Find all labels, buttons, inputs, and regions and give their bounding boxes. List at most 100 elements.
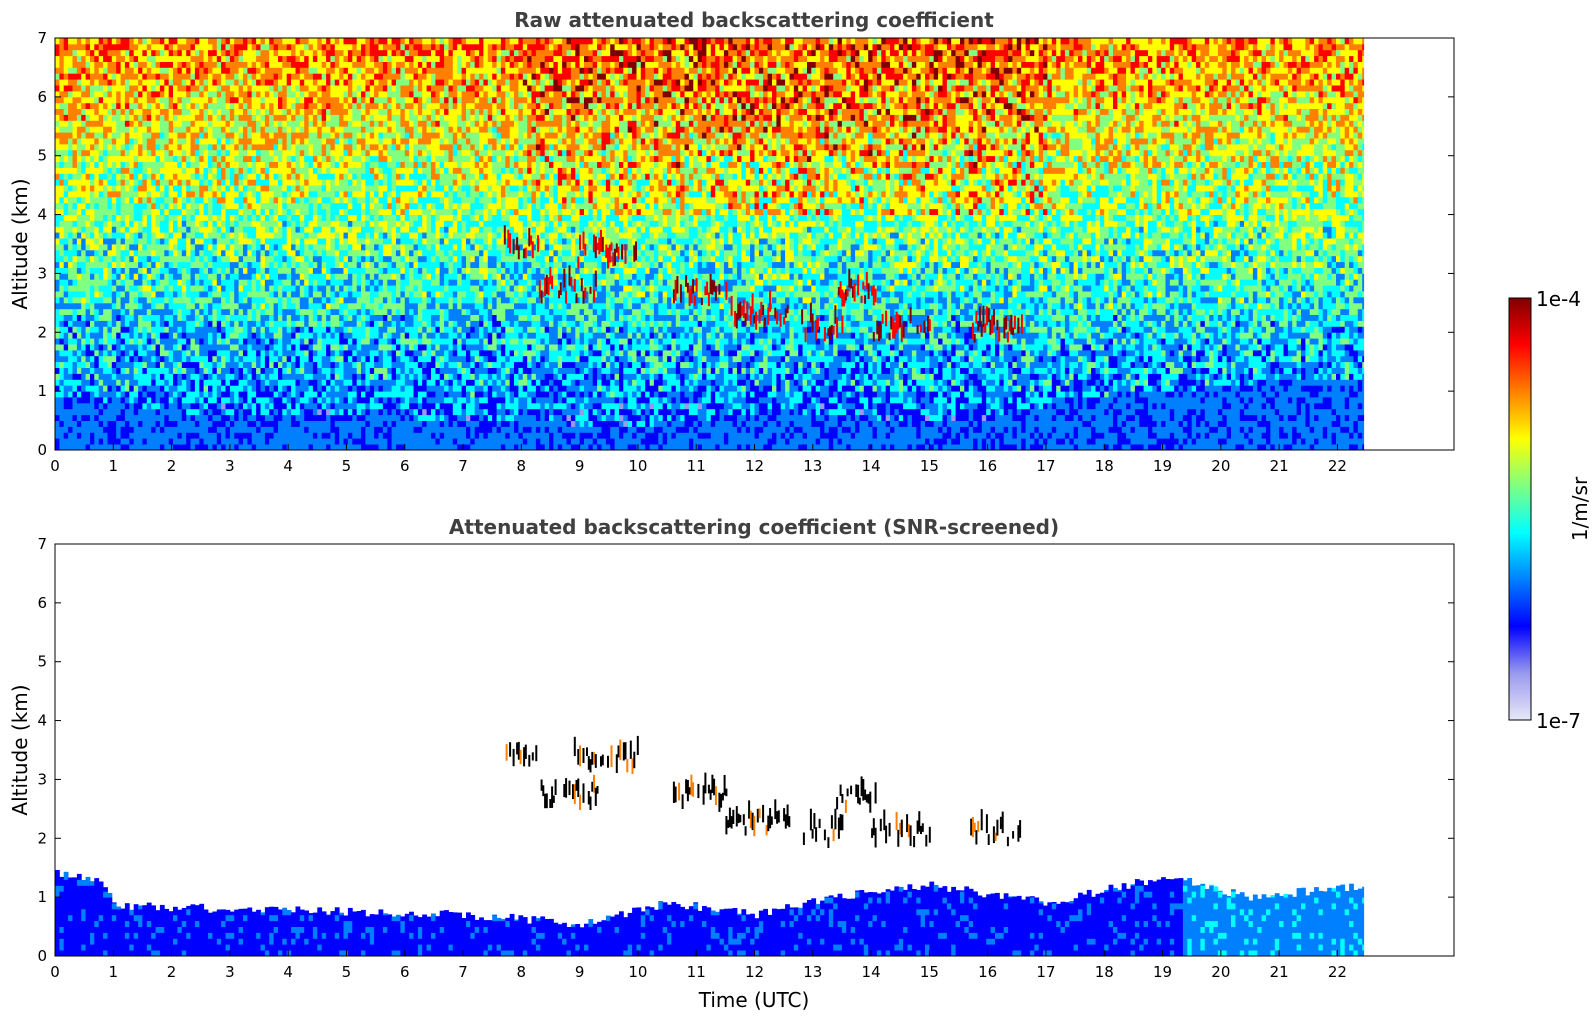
heatmap-cell <box>339 209 344 215</box>
heatmap-cell <box>357 444 362 450</box>
heatmap-cell <box>344 262 349 268</box>
heatmap-cell <box>77 32 82 38</box>
heatmap-cell <box>186 150 191 156</box>
heatmap-cell <box>357 273 362 279</box>
heatmap-cell <box>247 409 252 415</box>
heatmap-cell <box>55 238 60 244</box>
heatmap-cell <box>274 150 279 156</box>
heatmap-cell <box>212 168 217 174</box>
heatmap-cell <box>151 185 156 191</box>
heatmap-cell <box>234 385 239 391</box>
heatmap-cell <box>278 115 283 121</box>
heatmap-cell <box>269 315 274 321</box>
heatmap-cell <box>221 50 226 56</box>
heatmap-cell <box>335 374 340 380</box>
heatmap-cell <box>177 427 182 433</box>
heatmap-cell <box>204 273 209 279</box>
heatmap-cell <box>357 238 362 244</box>
heatmap-cell <box>142 297 147 303</box>
heatmap-cell <box>195 321 200 327</box>
heatmap-cell <box>191 403 196 409</box>
heatmap-cell <box>142 344 147 350</box>
heatmap-cell <box>221 391 226 397</box>
heatmap-cell <box>212 185 217 191</box>
heatmap-cell <box>265 115 270 121</box>
heatmap-cell <box>204 103 209 109</box>
heatmap-cell <box>226 168 231 174</box>
heatmap-cell <box>230 326 235 332</box>
heatmap-cell <box>103 162 108 168</box>
heatmap-cell <box>256 415 261 421</box>
heatmap-cell <box>191 368 196 374</box>
heatmap-cell <box>208 244 213 250</box>
heatmap-cell <box>326 427 331 433</box>
heatmap-cell <box>304 109 309 115</box>
heatmap-cell <box>138 356 143 362</box>
heatmap-cell <box>265 56 270 62</box>
heatmap-cell <box>335 438 340 444</box>
heatmap-cell <box>287 226 292 232</box>
heatmap-cell <box>156 309 161 315</box>
heatmap-cell <box>182 250 187 256</box>
heatmap-cell <box>287 338 292 344</box>
heatmap-cell <box>160 85 165 91</box>
heatmap-cell <box>121 332 126 338</box>
heatmap-cell <box>278 85 283 91</box>
heatmap-cell <box>204 62 209 68</box>
heatmap-cell <box>217 268 222 274</box>
heatmap-cell <box>278 432 283 438</box>
heatmap-cell <box>352 285 357 291</box>
heatmap-cell <box>108 38 113 44</box>
heatmap-cell <box>304 226 309 232</box>
heatmap-cell <box>330 262 335 268</box>
heatmap-cell <box>243 326 248 332</box>
heatmap-cell <box>164 85 169 91</box>
heatmap-cell <box>77 279 82 285</box>
heatmap-cell <box>134 391 139 397</box>
heatmap-cell <box>230 338 235 344</box>
heatmap-cell <box>169 209 174 215</box>
heatmap-cell <box>313 67 318 73</box>
heatmap-cell <box>217 150 222 156</box>
heatmap-cell <box>134 356 139 362</box>
heatmap-cell <box>344 350 349 356</box>
heatmap-cell <box>234 338 239 344</box>
heatmap-cell <box>68 132 73 138</box>
heatmap-cell <box>252 97 257 103</box>
heatmap-cell <box>169 309 174 315</box>
heatmap-cell <box>208 203 213 209</box>
heatmap-cell <box>73 109 78 115</box>
heatmap-cell <box>134 285 139 291</box>
heatmap-cell <box>108 44 113 50</box>
heatmap-cell <box>357 321 362 327</box>
heatmap-cell <box>94 374 99 380</box>
heatmap-cell <box>86 62 91 68</box>
heatmap-cell <box>339 115 344 121</box>
heatmap-cell <box>296 50 301 56</box>
heatmap-cell <box>287 326 292 332</box>
heatmap-cell <box>138 444 143 450</box>
heatmap-cell <box>226 126 231 132</box>
heatmap-cell <box>191 250 196 256</box>
heatmap-cell <box>129 38 134 44</box>
heatmap-cell <box>156 385 161 391</box>
heatmap-cell <box>68 309 73 315</box>
heatmap-cell <box>247 273 252 279</box>
heatmap-cell <box>304 62 309 68</box>
heatmap-cell <box>125 197 130 203</box>
heatmap-cell <box>322 173 327 179</box>
heatmap-cell <box>278 221 283 227</box>
heatmap-cell <box>243 209 248 215</box>
heatmap-cell <box>156 209 161 215</box>
heatmap-cell <box>151 103 156 109</box>
heatmap-cell <box>212 421 217 427</box>
heatmap-cell <box>177 374 182 380</box>
heatmap-cell <box>68 56 73 62</box>
heatmap-cell <box>317 350 322 356</box>
heatmap-cell <box>77 409 82 415</box>
heatmap-cell <box>177 250 182 256</box>
heatmap-cell <box>125 409 130 415</box>
heatmap-cell <box>247 397 252 403</box>
heatmap-cell <box>125 415 130 421</box>
heatmap-cell <box>265 344 270 350</box>
